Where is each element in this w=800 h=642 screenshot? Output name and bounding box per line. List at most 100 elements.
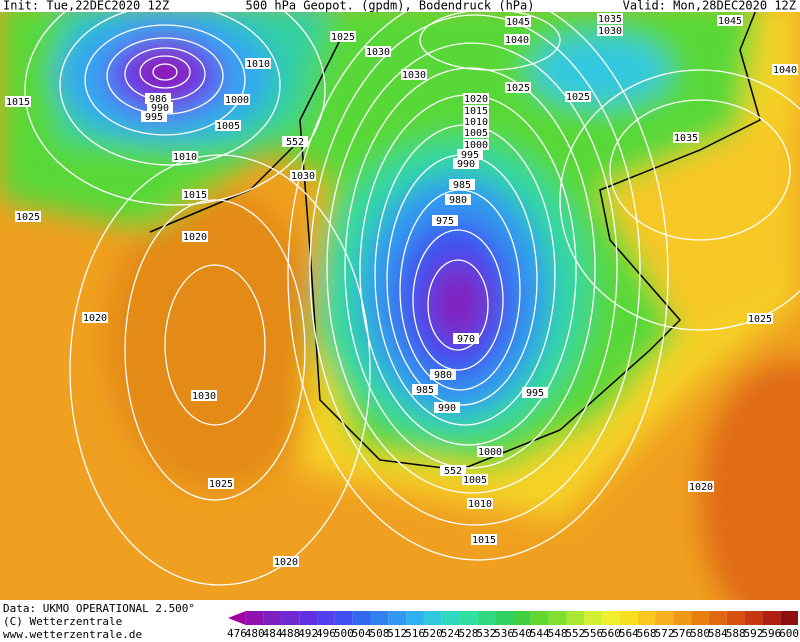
copyright: (C) Wetterzentrale <box>3 615 122 628</box>
isobar-label: 995 <box>461 150 479 161</box>
scale-swatch <box>548 611 567 625</box>
isobar-label: 985 <box>416 385 434 396</box>
isobar-label-box <box>463 93 489 104</box>
isobar-label-box <box>15 211 41 222</box>
scale-label: 580 <box>690 627 710 640</box>
isobar-label-box <box>772 64 798 75</box>
isobar-label-box <box>463 139 489 150</box>
isobar-label: 1010 <box>173 152 197 163</box>
scale-label: 520 <box>423 627 443 640</box>
scale-swatch <box>281 611 300 625</box>
isobar-label: 1020 <box>464 94 488 105</box>
scale-swatch <box>495 611 513 625</box>
scale-swatch <box>655 611 674 625</box>
isobar-label: 1030 <box>366 47 390 58</box>
scale-swatch <box>637 611 656 625</box>
isobar-label-box <box>82 312 108 323</box>
isobar-label: 1030 <box>192 391 216 402</box>
website: www.wetterzentrale.de <box>3 628 142 641</box>
isobars <box>24 0 800 586</box>
scale-label: 560 <box>601 627 621 640</box>
isobar-label-box <box>432 215 458 226</box>
scale-label: 588 <box>726 627 746 640</box>
isobar-label-box <box>273 556 299 567</box>
isobar-label: 1025 <box>566 92 590 103</box>
isobar-label: 1020 <box>83 313 107 324</box>
isobar-label: 990 <box>438 403 456 414</box>
isobar-label-box <box>597 13 623 24</box>
isobar-label-box <box>449 179 475 190</box>
scale-label: 596 <box>761 627 781 640</box>
scale-label: 548 <box>548 627 568 640</box>
scale-swatch <box>691 611 709 625</box>
isobar-label-box <box>282 136 308 147</box>
isobar-label: 1020 <box>274 557 298 568</box>
isobar-label: 1015 <box>183 190 207 201</box>
isobar-label: 1035 <box>598 14 622 25</box>
scale-swatch <box>513 611 531 625</box>
isobar-label-box <box>245 58 271 69</box>
scale-label: 524 <box>441 627 461 640</box>
scale-swatch <box>584 611 603 625</box>
isobar-label: 970 <box>457 334 475 345</box>
scale-swatch <box>762 611 781 625</box>
scale-label: 488 <box>280 627 300 640</box>
valid-time: Valid: Mon,28DEC2020 12Z <box>623 0 796 13</box>
scale-swatch <box>744 611 763 625</box>
isobar-label: 1005 <box>464 128 488 139</box>
isobar-label-box <box>597 25 623 36</box>
scale-swatch <box>423 611 442 625</box>
isobar-label: 1025 <box>506 83 530 94</box>
isobar-label: 1025 <box>748 314 772 325</box>
isobar-label: 1005 <box>216 121 240 132</box>
scale-label: 592 <box>744 627 764 640</box>
isobar-label: 990 <box>457 159 475 170</box>
isobar-label: 986 <box>149 94 167 105</box>
scale-label: 484 <box>263 627 283 640</box>
isobar-label-box <box>717 15 743 26</box>
isobar-label: 1040 <box>505 35 529 46</box>
isobar-label-box <box>462 474 488 485</box>
isobar-label-box <box>747 313 773 324</box>
isobar-label: 995 <box>145 112 163 123</box>
isobar-label-box <box>145 93 171 104</box>
scale-swatch <box>602 611 620 625</box>
isobar-label-box <box>401 69 427 80</box>
scale-label: 600 <box>779 627 799 640</box>
isobar-label: 1015 <box>464 106 488 117</box>
scale-label: 552 <box>565 627 585 640</box>
scale-label: 532 <box>476 627 496 640</box>
isobar-label-box <box>463 116 489 127</box>
isobar-label-box <box>505 82 531 93</box>
isobar-label: 980 <box>449 195 467 206</box>
isobar-label: 552 <box>286 137 304 148</box>
isobar-label: 1010 <box>468 499 492 510</box>
scale-swatch <box>263 611 282 625</box>
isobar-label: 1045 <box>718 16 742 27</box>
isobar-label: 985 <box>453 180 471 191</box>
scale-swatch <box>477 611 496 625</box>
isobar-label-box <box>457 149 483 160</box>
scale-swatch <box>299 611 318 625</box>
isobar-label: 1000 <box>225 95 249 106</box>
isobar-label: 990 <box>151 103 169 114</box>
scale-label: 572 <box>654 627 674 640</box>
isobar-label-box <box>224 94 250 105</box>
isobar-label: 1020 <box>689 482 713 493</box>
isobar-label: 1040 <box>773 65 797 76</box>
isobar-label: 1000 <box>464 140 488 151</box>
isobar-label-box <box>365 46 391 57</box>
scale-label: 508 <box>369 627 389 640</box>
isobar-label-box <box>440 465 466 476</box>
isobar-label: 1000 <box>478 447 502 458</box>
scale-swatch <box>352 611 371 625</box>
isobar-label-box <box>191 390 217 401</box>
isobar-label: 995 <box>526 388 544 399</box>
isobar-label: 980 <box>434 370 452 381</box>
scale-swatch <box>441 611 460 625</box>
header-bar <box>0 0 800 12</box>
isobar-label: 1015 <box>6 97 30 108</box>
isobar-label-box <box>330 31 356 42</box>
map-title: 500 hPa Geopot. (gpdm), Bodendruck (hPa) <box>246 0 535 13</box>
